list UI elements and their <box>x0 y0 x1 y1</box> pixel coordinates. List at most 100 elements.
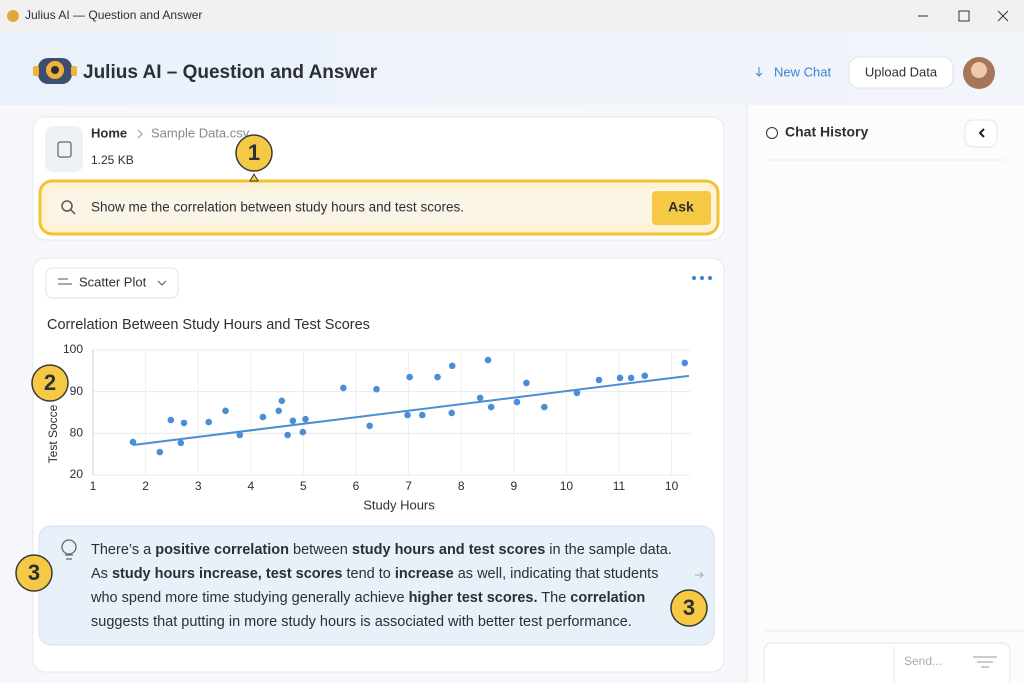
window-controls <box>918 10 1009 22</box>
send-placeholder[interactable]: Send... <box>904 654 942 668</box>
point <box>681 359 689 367</box>
point <box>373 385 380 393</box>
point <box>487 403 495 411</box>
header-title: Julius AI – Question and Answer <box>83 62 378 83</box>
point <box>448 362 456 370</box>
badge <box>235 134 273 172</box>
insight-segment: There’s a <box>91 542 155 558</box>
badge-pointer <box>249 172 259 182</box>
ask-button[interactable] <box>652 191 711 225</box>
logo <box>33 58 77 84</box>
title-bar <box>0 0 1024 32</box>
point <box>236 431 244 439</box>
search-icon <box>61 200 73 212</box>
file-icon <box>57 141 72 158</box>
point <box>541 403 548 411</box>
y-tick-label: 20 <box>70 467 84 481</box>
point <box>156 448 164 456</box>
point <box>129 438 137 446</box>
insight-line: There’s a positive correlation between s… <box>91 542 672 558</box>
x-tick-label: 2 <box>142 479 149 493</box>
point <box>180 419 188 427</box>
x-tick-label: 8 <box>458 479 465 493</box>
new-chat-icon <box>755 67 763 77</box>
point <box>259 413 267 421</box>
point <box>275 407 282 415</box>
x-tick-label: 11 <box>613 479 626 493</box>
insight-arrow <box>695 571 704 579</box>
badge <box>31 364 69 402</box>
breadcrumb-home[interactable]: Home <box>91 125 127 140</box>
x-tick-label: 10 <box>560 479 574 493</box>
y-tick-label: 90 <box>70 384 84 398</box>
search-box[interactable] <box>48 190 710 225</box>
history-icon <box>766 127 778 139</box>
chart-title: Correlation Between Study Hours and Test… <box>47 317 370 333</box>
dropdown-icon <box>58 278 72 285</box>
point <box>278 397 286 405</box>
insight-line: who spend more time studying generally a… <box>90 590 645 606</box>
insight-segment: study hours increase, test scores <box>112 566 343 582</box>
y-tick-label: 80 <box>70 426 84 440</box>
point <box>289 417 297 425</box>
point <box>177 439 185 447</box>
y-tick-label: 100 <box>63 342 83 356</box>
chat-input[interactable] <box>763 642 1011 683</box>
point <box>573 389 581 397</box>
chart-type-dropdown[interactable] <box>45 267 179 299</box>
point <box>406 373 413 381</box>
trend-line <box>132 374 690 446</box>
badge-label: 1 <box>248 140 260 165</box>
x-tick-label: 5 <box>300 479 307 493</box>
x-axis-label: Study Hours <box>363 497 435 512</box>
insight-segment: who spend more time studying generally a… <box>90 590 409 606</box>
badge-label: 2 <box>44 370 56 395</box>
input-menu <box>973 656 997 668</box>
badge <box>15 554 53 592</box>
point <box>448 409 456 417</box>
x-tick-label: 1 <box>90 479 97 493</box>
search-query: Show me the correlation between study ho… <box>91 200 464 215</box>
insight-segment: increase <box>395 566 454 582</box>
point <box>167 416 175 424</box>
point <box>366 422 373 430</box>
x-tick-label: 10 <box>665 479 679 493</box>
badge-label: 3 <box>683 595 695 620</box>
point <box>484 356 492 364</box>
more-menu[interactable] <box>692 276 712 280</box>
badges: 1 2 3 3 <box>15 134 708 627</box>
insight-segment: suggests that putting in more study hour… <box>91 614 632 630</box>
insight-segment: higher test scores. <box>409 590 538 606</box>
insight-segment: correlation <box>570 590 645 606</box>
x-tick-label: 7 <box>405 479 412 493</box>
window-title: Julius AI — Question and Answer <box>25 8 202 22</box>
insight-line: As study hours increase, test scores ten… <box>91 566 658 582</box>
ask-label: Ask <box>668 199 694 215</box>
search-icon-handle <box>70 209 76 215</box>
point <box>404 411 411 419</box>
insight-segment: as well, indicating that students <box>454 566 659 582</box>
point <box>476 394 484 402</box>
collapse-icon <box>978 128 985 138</box>
point <box>434 373 441 381</box>
x-tick-label: 3 <box>195 479 202 493</box>
point <box>299 428 307 436</box>
point <box>418 411 426 419</box>
point <box>523 379 530 387</box>
upload-label: Upload Data <box>865 64 938 79</box>
insight-text: There’s a positive correlation between s… <box>90 542 672 630</box>
badge-label: 3 <box>28 560 40 585</box>
dropdown-label: Scatter Plot <box>79 274 147 289</box>
plot: 100 90 80 20 1 2 3 4 5 6 7 8 9 10 11 10 <box>63 342 690 493</box>
x-tick-label: 6 <box>353 479 360 493</box>
upload-button[interactable] <box>848 56 954 89</box>
file-size: 1.25 KB <box>91 153 134 167</box>
insight-line: suggests that putting in more study hour… <box>91 614 632 630</box>
new-chat[interactable]: New Chat <box>774 64 831 79</box>
point <box>616 374 624 382</box>
point <box>627 374 635 382</box>
dropdown-caret <box>157 280 167 286</box>
point <box>205 418 213 426</box>
